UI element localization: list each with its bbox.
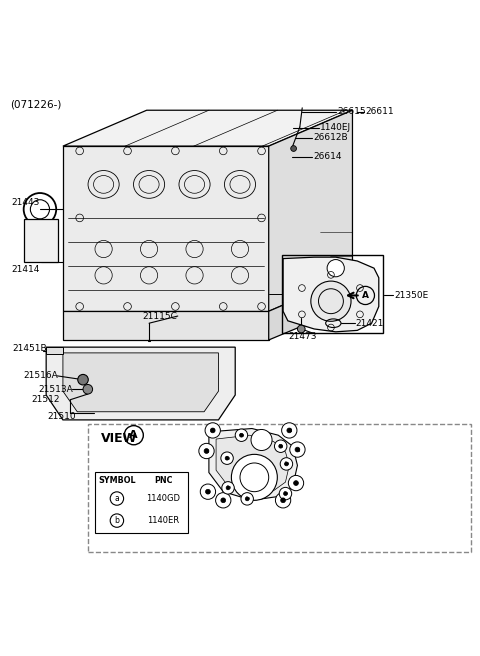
Text: b: b	[114, 516, 120, 525]
Polygon shape	[63, 146, 269, 311]
Text: 1140GD: 1140GD	[146, 494, 180, 503]
Text: 21451B: 21451B	[12, 344, 48, 353]
Text: 21115C: 21115C	[142, 312, 177, 321]
Bar	[24, 219, 58, 262]
Text: 1140ER: 1140ER	[147, 516, 180, 525]
Circle shape	[287, 428, 292, 433]
Polygon shape	[63, 311, 269, 340]
Text: b: b	[285, 461, 288, 466]
Circle shape	[205, 422, 220, 438]
Text: 21473: 21473	[288, 332, 316, 340]
Circle shape	[200, 484, 216, 499]
Text: b: b	[284, 491, 288, 496]
Polygon shape	[216, 435, 289, 493]
Circle shape	[279, 444, 283, 448]
Circle shape	[294, 481, 299, 485]
Circle shape	[83, 384, 93, 394]
Circle shape	[245, 497, 249, 501]
Text: a: a	[211, 428, 215, 434]
Text: A: A	[362, 291, 369, 300]
Circle shape	[276, 493, 291, 508]
Circle shape	[199, 443, 214, 459]
Text: 21421: 21421	[356, 319, 384, 328]
Bar	[88, 424, 471, 552]
Text: a: a	[204, 448, 209, 454]
Circle shape	[298, 325, 305, 333]
Text: 26615: 26615	[337, 107, 366, 116]
Circle shape	[279, 487, 292, 500]
Circle shape	[327, 260, 344, 277]
Text: a: a	[221, 497, 226, 503]
Polygon shape	[63, 353, 218, 412]
Text: b: b	[225, 456, 229, 461]
Text: A: A	[130, 430, 138, 440]
Text: 21350E: 21350E	[394, 291, 428, 300]
Polygon shape	[46, 347, 63, 354]
Polygon shape	[46, 347, 235, 420]
Text: 26612B: 26612B	[313, 133, 348, 142]
Circle shape	[210, 428, 215, 433]
Text: b: b	[279, 443, 283, 449]
Text: 21513A: 21513A	[38, 385, 73, 394]
Bar	[282, 255, 383, 333]
Circle shape	[291, 146, 297, 152]
Circle shape	[295, 447, 300, 452]
Text: a: a	[287, 428, 291, 434]
Text: b: b	[226, 485, 230, 490]
Text: 21512: 21512	[32, 396, 60, 404]
Text: 1140EJ: 1140EJ	[321, 123, 351, 133]
Text: b: b	[240, 433, 243, 438]
Circle shape	[282, 422, 297, 438]
Circle shape	[275, 440, 287, 453]
Circle shape	[280, 458, 293, 470]
Text: b: b	[245, 497, 249, 501]
Circle shape	[251, 430, 272, 451]
Circle shape	[240, 434, 243, 437]
Text: a: a	[294, 480, 298, 486]
Polygon shape	[269, 276, 352, 340]
Circle shape	[222, 482, 234, 494]
Text: 21510: 21510	[48, 412, 76, 421]
Text: a: a	[281, 497, 285, 503]
Circle shape	[241, 493, 253, 505]
Text: 21516A: 21516A	[24, 371, 59, 380]
Text: SYMBOL: SYMBOL	[98, 476, 136, 485]
Text: 26614: 26614	[313, 152, 342, 161]
Circle shape	[290, 442, 305, 457]
Text: a: a	[206, 489, 210, 495]
Circle shape	[311, 281, 351, 321]
Text: 21443: 21443	[11, 198, 39, 207]
Circle shape	[204, 449, 209, 453]
Text: 21414: 21414	[11, 265, 39, 274]
Polygon shape	[269, 110, 352, 311]
Text: VIEW: VIEW	[101, 432, 138, 445]
Polygon shape	[209, 428, 298, 501]
Circle shape	[284, 492, 288, 495]
Circle shape	[205, 489, 210, 494]
Text: (071226-): (071226-)	[10, 99, 61, 109]
Polygon shape	[63, 110, 352, 146]
Circle shape	[225, 457, 229, 460]
Bar	[95, 472, 188, 533]
Circle shape	[281, 498, 286, 502]
Circle shape	[226, 486, 230, 490]
Circle shape	[221, 498, 226, 502]
Circle shape	[288, 476, 304, 491]
Circle shape	[231, 455, 277, 501]
Circle shape	[285, 462, 288, 466]
Text: 26611: 26611	[365, 107, 394, 116]
Text: a: a	[115, 494, 119, 503]
Polygon shape	[283, 257, 379, 332]
Text: a: a	[295, 447, 300, 453]
Circle shape	[235, 429, 248, 441]
Text: PNC: PNC	[154, 476, 173, 485]
Circle shape	[221, 452, 233, 464]
Circle shape	[216, 493, 231, 508]
Circle shape	[78, 375, 88, 385]
